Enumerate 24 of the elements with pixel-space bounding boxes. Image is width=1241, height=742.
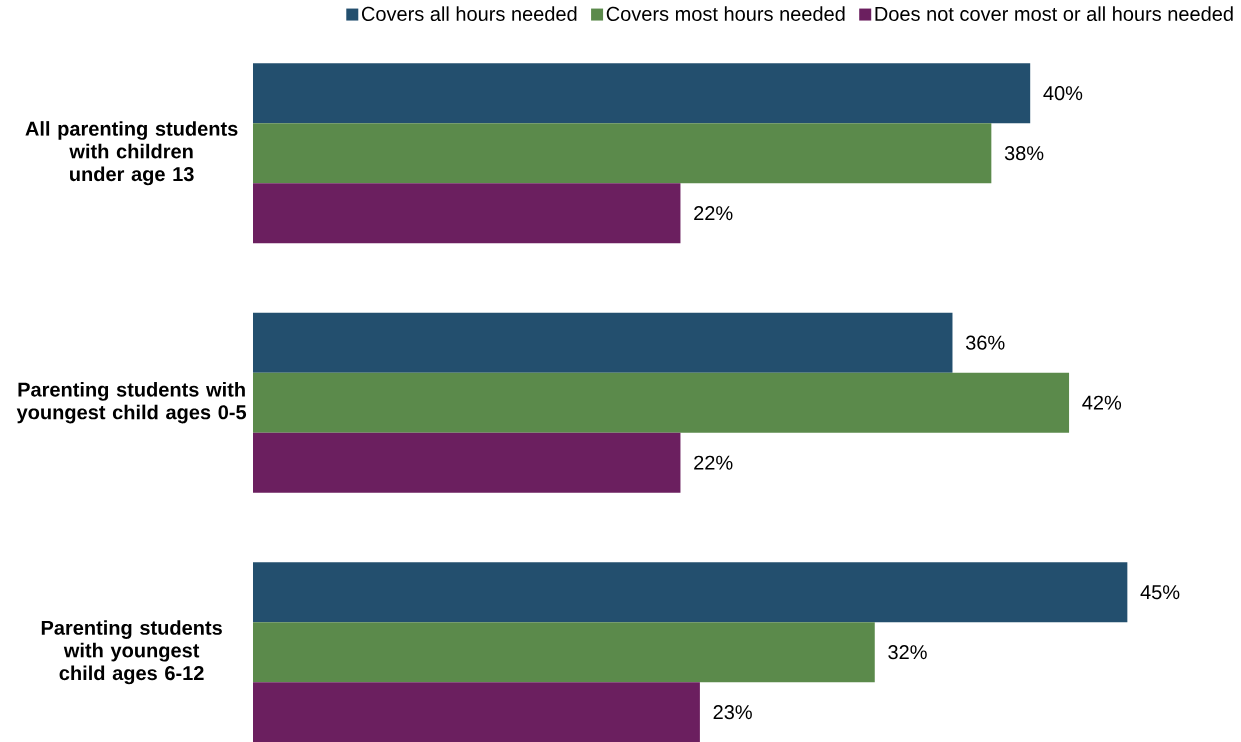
data-label: 42% — [1082, 395, 1122, 410]
data-label: 40% — [1043, 86, 1083, 101]
y-tick-label: Parenting students with youngest child ages 6-12 — [41, 620, 222, 685]
data-label: 32% — [888, 645, 927, 660]
data-label: 22% — [694, 206, 733, 221]
bar — [253, 622, 875, 683]
data-label: 36% — [965, 335, 1005, 350]
data-label: 22% — [694, 455, 733, 470]
bar — [253, 312, 953, 373]
data-label: 45% — [1140, 585, 1180, 600]
bar — [253, 562, 1128, 623]
bar — [253, 372, 1070, 433]
bar — [253, 183, 681, 244]
legend-label: Covers most hours needed — [606, 6, 845, 21]
data-label: 23% — [713, 705, 752, 720]
y-tick-label: All parenting students with children under age 13 — [25, 121, 238, 186]
bar — [253, 432, 681, 493]
bar — [253, 123, 992, 184]
data-label: 38% — [1004, 146, 1044, 161]
bar — [253, 682, 700, 742]
bar — [253, 63, 1031, 124]
y-tick-label: Parenting students with youngest child ages 0-5 — [16, 381, 247, 424]
legend-label: Covers all hours needed — [361, 6, 577, 21]
legend-label: Does not cover most or all hours needed — [875, 6, 1233, 21]
